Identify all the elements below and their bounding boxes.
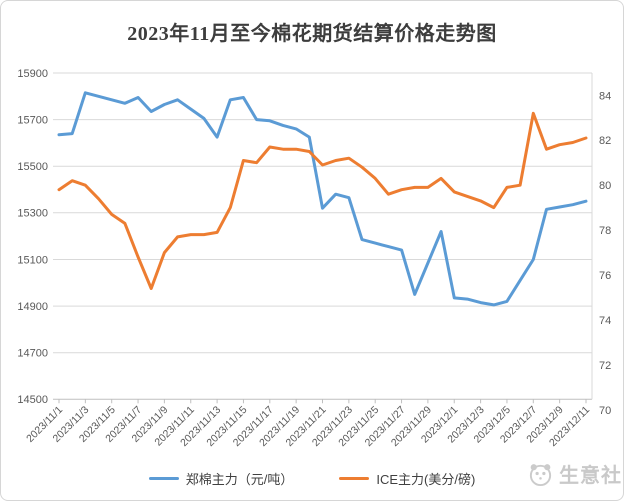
- watermark: 生意社: [527, 459, 622, 488]
- right-axis-tick-label: 70: [599, 405, 611, 417]
- left-axis-tick-label: 15900: [17, 68, 48, 80]
- series-line-ice: [57, 111, 588, 290]
- right-axis-tick-label: 76: [599, 270, 611, 282]
- left-axis-tick-label: 15500: [17, 161, 48, 173]
- right-axis-tick-label: 82: [599, 135, 611, 147]
- left-axis-tick-label: 14700: [17, 347, 48, 359]
- series-lines: [57, 91, 588, 307]
- watermark-brand-text: 生意社: [559, 465, 622, 487]
- left-axis-tick-label: 14500: [17, 394, 48, 406]
- ice-line-swatch: [339, 477, 370, 480]
- axis-labels: 15900 15700 15500 15300 15100 14900 14700 14500…: [17, 68, 611, 449]
- right-axis-tick-label: 72: [599, 360, 611, 372]
- chart-title: 2023年11月至今棉花期货结算价格走势图: [127, 23, 497, 45]
- series-line-zheng: [57, 91, 588, 307]
- left-axis-tick-label: 14900: [17, 301, 48, 313]
- legend: 郑棉主力（元/吨） ICE主力(美分/磅): [1, 469, 623, 488]
- axes: [58, 73, 593, 404]
- right-axis-tick-label: 84: [599, 90, 611, 102]
- gridlines: [53, 72, 592, 400]
- legend-label-ice: ICE主力(美分/磅): [376, 472, 476, 487]
- legend-item-zheng: 郑棉主力（元/吨）: [148, 469, 294, 488]
- legend-item-ice: ICE主力(美分/磅): [339, 469, 475, 488]
- left-axis-tick-label: 15300: [17, 208, 48, 220]
- right-axis-tick-label: 78: [599, 225, 611, 237]
- left-axis-tick-label: 15100: [17, 254, 48, 266]
- right-axis-tick-label: 74: [599, 315, 611, 327]
- right-axis-tick-label: 80: [599, 180, 611, 192]
- legend-label-zheng: 郑棉主力（元/吨）: [185, 472, 294, 487]
- zheng-line-swatch: [148, 477, 179, 480]
- sunsirs-logo-icon: [529, 463, 552, 486]
- left-axis-tick-label: 15700: [17, 114, 48, 126]
